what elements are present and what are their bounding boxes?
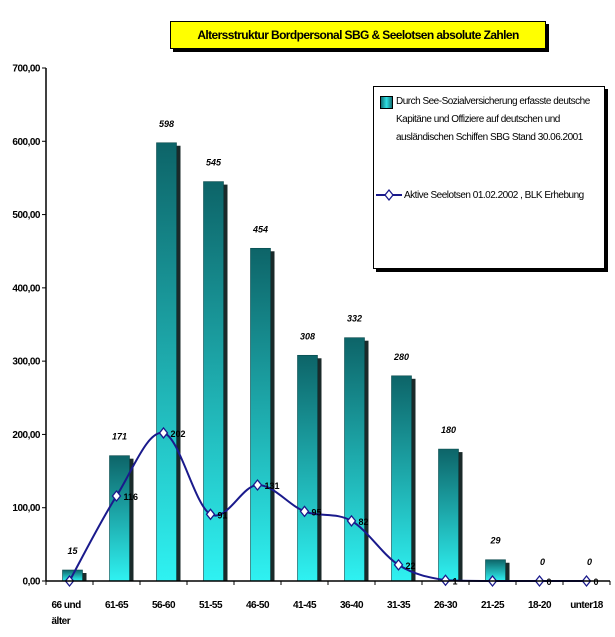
x-axis	[45, 580, 611, 585]
y-tick-label: 0,00	[23, 577, 41, 588]
bar-shadow	[411, 378, 416, 581]
line-value-label: 202	[171, 429, 186, 439]
bar-shadow	[317, 358, 322, 581]
bar-value-label: 308	[300, 331, 315, 341]
bar-value-label: 598	[159, 119, 174, 129]
bar-value-label: 332	[347, 314, 362, 324]
bar-series: 15 171 598 545 454 308 332 280 180 29 0 0	[62, 119, 592, 582]
bar-shadow	[82, 573, 87, 581]
y-tick-label: 300,00	[12, 357, 41, 368]
line-point	[111, 489, 122, 503]
legend-label-bars: Durch See-Sozialversicherung erfasste de…	[396, 96, 590, 143]
legend-item-bars: Durch See-Sozialversicherung erfasste de…	[380, 93, 600, 147]
y-tick-label: 700,00	[12, 64, 41, 75]
x-tick-label: 36-40	[339, 600, 364, 611]
y-tick-label: 200,00	[12, 430, 41, 441]
bar-value-label: 280	[393, 352, 409, 362]
bar-shadow	[176, 145, 181, 581]
bar	[156, 142, 177, 582]
line-value-label: 116	[124, 492, 139, 502]
bar	[297, 354, 318, 582]
line-value-label: 22	[406, 561, 416, 571]
line-series: 11620291131958222100	[64, 426, 599, 588]
y-tick-label: 500,00	[12, 210, 41, 221]
bar	[344, 337, 365, 582]
bar	[391, 375, 412, 582]
legend-line-marker	[376, 188, 402, 202]
bar-value-label: 171	[112, 432, 127, 442]
x-tick-label: unter18	[570, 600, 603, 611]
x-tick-label: 41-45	[292, 600, 317, 611]
bar-shadow	[364, 340, 369, 581]
bar-value-label: 0	[587, 557, 592, 567]
bar	[109, 455, 130, 582]
line-value-label: 131	[265, 481, 280, 491]
bar-value-label: 29	[489, 536, 500, 546]
line-value-label: 0	[594, 577, 599, 587]
line-path	[68, 431, 587, 582]
x-tick-label: 26-30	[433, 600, 458, 611]
bar-shadow	[223, 184, 228, 582]
y-tick-label: 100,00	[12, 503, 41, 514]
bar-value-label: 15	[67, 546, 78, 556]
bar-shadow	[458, 452, 463, 581]
legend: Durch See-Sozialversicherung erfasste de…	[373, 86, 605, 269]
x-tick-label: 21-25	[480, 600, 505, 611]
bar	[485, 559, 506, 582]
bar-value-label: 545	[206, 158, 222, 168]
line-point	[393, 558, 404, 571]
line-value-label: 95	[312, 507, 322, 517]
line-value-label: 0	[547, 577, 552, 587]
y-tick-label: 400,00	[12, 283, 41, 294]
legend-label-line: Aktive Seelotsen 01.02.2002 , BLK Erhebu…	[404, 190, 584, 201]
x-tick-label: 18-20	[527, 600, 552, 611]
chart-title: Altersstruktur Bordpersonal SBG & Seelot…	[170, 21, 546, 49]
x-tick-label: 31-35	[386, 600, 411, 611]
line-point	[205, 508, 216, 521]
bar-value-label: 0	[540, 557, 545, 567]
x-tick-label: 61-65	[104, 600, 129, 611]
bar-value-label: 454	[252, 224, 268, 234]
x-tick-label: 46-50	[245, 600, 270, 611]
line-value-label: 91	[218, 510, 228, 520]
line-value-label: 82	[359, 517, 369, 527]
bar	[438, 448, 459, 582]
line-point	[252, 478, 263, 492]
y-axis: 0,00 100,00 200,00 300,00 400,00 500,00 600,00…	[12, 64, 47, 588]
bar-shadow	[270, 251, 275, 582]
line-point	[158, 426, 169, 440]
x-tick-label: 51-55	[198, 600, 223, 611]
bar-value-label: 180	[441, 425, 456, 435]
bar-shadow	[129, 458, 134, 581]
y-tick-label: 600,00	[12, 137, 41, 148]
line-point	[299, 505, 310, 518]
bar-shadow	[505, 562, 510, 581]
legend-bar-swatch	[380, 96, 393, 109]
x-tick-label: 66 und älter	[51, 600, 82, 627]
x-tick-label: 56-60	[151, 600, 176, 611]
legend-item-line: Aktive Seelotsen 01.02.2002 , BLK Erhebu…	[376, 187, 594, 205]
bar	[250, 247, 271, 582]
line-point	[346, 514, 357, 527]
bar	[203, 181, 224, 582]
